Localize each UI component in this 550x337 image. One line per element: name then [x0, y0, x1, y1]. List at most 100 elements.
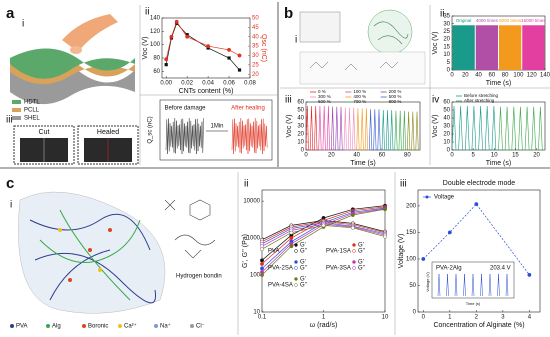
- sub-label: i: [10, 200, 12, 211]
- legend-marker: [294, 266, 298, 270]
- category-label: 8000 times: [499, 18, 522, 23]
- marker: [164, 57, 169, 62]
- photo-label: Healed: [97, 129, 119, 136]
- legend-label: G': [300, 260, 306, 266]
- legend-label: G'': [358, 249, 365, 255]
- sub-label: i: [22, 19, 24, 30]
- legend-swatch: [46, 324, 50, 328]
- legend-label: Ca²⁺: [124, 323, 137, 330]
- series-line: [261, 206, 386, 265]
- layer-label: HDTL: [24, 100, 40, 106]
- x-tick-label: 80: [502, 73, 509, 79]
- y2-tick-label: 35: [252, 44, 259, 50]
- marker: [289, 236, 294, 241]
- inset-trace: [437, 273, 509, 297]
- photo-label: Cut: [39, 129, 50, 136]
- y-tick-label: 30: [443, 21, 450, 27]
- legend-marker: [294, 243, 298, 247]
- x-tick-label: 0: [450, 73, 454, 79]
- y-tick-label: 120: [150, 29, 161, 35]
- y-tick-label: 0: [447, 68, 451, 74]
- y-axis-label: G', G'' (Pa): [242, 234, 249, 268]
- panel-label: b: [284, 5, 293, 22]
- y2-tick-label: 20: [252, 72, 259, 78]
- marker: [237, 68, 242, 72]
- legend-label: Cl⁻: [196, 324, 205, 330]
- legend-marker: [352, 266, 356, 270]
- marker: [260, 247, 264, 252]
- waveform: [305, 105, 319, 151]
- layer-swatch: [12, 116, 21, 120]
- x-tick-label: 0.02: [181, 81, 193, 87]
- legend-label: Voltage: [434, 195, 455, 201]
- waveform: [394, 110, 408, 151]
- photo-frame: [13, 125, 75, 165]
- x-axis-label: CNTs content (%): [179, 88, 234, 95]
- waveform: [331, 106, 344, 151]
- axis-label: Q_sc (nC): [148, 116, 154, 143]
- y-tick-label: 20: [297, 132, 304, 138]
- series-line: [165, 22, 240, 71]
- legend-marker: [425, 195, 429, 199]
- x-tick-label: 2: [475, 315, 479, 321]
- plot-frame: [451, 15, 546, 71]
- series-line: [165, 21, 240, 60]
- legend-label: 200 %: [389, 89, 402, 94]
- marker: [185, 33, 189, 37]
- y-tick-label: 35: [443, 14, 450, 20]
- marker: [350, 225, 355, 230]
- marker: [260, 266, 264, 271]
- y-axis-label: Voc (V): [432, 115, 439, 138]
- legend-marker: [352, 249, 356, 253]
- trace: [165, 117, 204, 155]
- y2-tick-label: 25: [252, 62, 259, 68]
- waveform: [318, 105, 332, 151]
- annotation: 1Min: [210, 124, 223, 130]
- x-tick-label: 80: [404, 153, 411, 159]
- category-label: 16000 times: [521, 18, 546, 23]
- trace: [231, 117, 268, 155]
- legend-label: Alg: [52, 324, 61, 330]
- y-tick-label: 0: [301, 148, 305, 154]
- x-axis-label: ω (rad/s): [310, 322, 338, 329]
- legend-swatch: [82, 324, 86, 328]
- y-tick-label: 60: [297, 100, 304, 106]
- y2-tick-label: 45: [252, 25, 259, 31]
- marker: [289, 230, 294, 235]
- x-tick-label: 140: [540, 73, 550, 79]
- legend-group: PVA: [268, 249, 280, 255]
- y-tick-label: 25: [443, 29, 450, 35]
- inset-label: 203.4 V: [490, 266, 511, 272]
- legend-label: G': [358, 243, 364, 249]
- legend-label: 800 %: [389, 99, 402, 104]
- legend-marker: [294, 283, 298, 287]
- x-tick-label: 10: [382, 315, 389, 321]
- marker: [237, 53, 242, 58]
- waveform: [343, 107, 357, 151]
- annotation: After healing: [231, 106, 265, 112]
- x-tick-label: 60: [379, 153, 386, 159]
- plot-frame: [261, 189, 386, 313]
- marker: [260, 273, 264, 277]
- y-tick-label: 60: [443, 100, 450, 106]
- network-schematic: [18, 191, 216, 314]
- x-tick-label: 20: [328, 153, 335, 159]
- y-tick-label: 60: [153, 69, 160, 75]
- y-tick-label: 0: [447, 148, 451, 154]
- legend-label: After stretching: [464, 98, 495, 103]
- legend-marker: [352, 243, 356, 247]
- legend-group: PVA-2SA: [268, 266, 293, 272]
- legend-label: Na⁺: [160, 323, 171, 330]
- annotation: Before damage: [164, 106, 206, 112]
- y-tick-label: 40: [297, 116, 304, 122]
- legend-label: 300 %: [318, 94, 331, 99]
- sub-label: iii: [285, 95, 292, 106]
- y-tick-label: 10: [297, 140, 304, 146]
- legend-label: Before stretching: [464, 93, 499, 98]
- y2-axis-label: Qsc (nC): [260, 34, 267, 62]
- x-tick-label: 3: [501, 315, 505, 321]
- bar: [522, 25, 545, 71]
- x-tick-label: 20: [462, 73, 469, 79]
- legend-label: 100 %: [353, 89, 366, 94]
